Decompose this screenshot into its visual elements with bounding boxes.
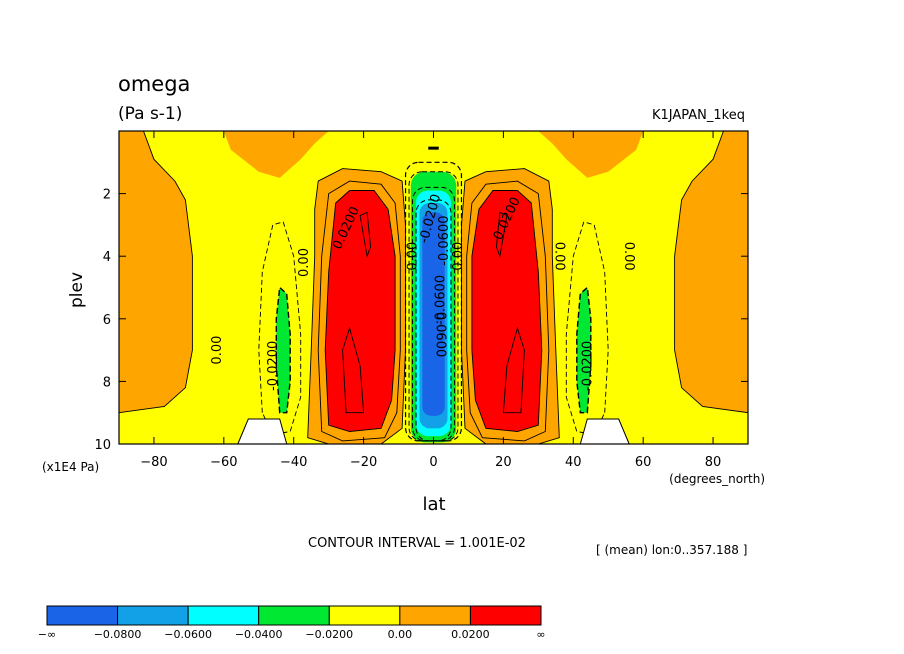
zero-contour-outer-south (118, 130, 193, 444)
contour-line-red-outer-north (466, 180, 550, 442)
contour-label-group: 0.0600 (433, 312, 448, 358)
mean-range-text: [ (mean) lon:0..357.188 ] (596, 543, 747, 557)
contour-line-red-inner-low-north (502, 326, 525, 414)
x-tick-label: −60 (210, 455, 237, 470)
contour-label: 0.0600 (433, 312, 448, 358)
contour-label: -0.0200 (580, 341, 595, 391)
contour-line-red-north (471, 190, 543, 432)
x-axis-label: lat (422, 494, 445, 515)
dashed-contour-green-south (275, 286, 291, 414)
zero-contour-outer-north (674, 130, 749, 444)
y-tick-label: 8 (103, 375, 111, 390)
colorbar-swatch (117, 605, 189, 626)
dataset-label: K1JAPAN_1keq (652, 108, 745, 123)
contour-label: 0.00 (297, 248, 312, 277)
contour-label: 0.00 (451, 242, 466, 271)
y-tick-label: 6 (103, 313, 111, 328)
colorbar-label: −0.0800 (94, 628, 142, 641)
x-tick-label: −40 (280, 455, 307, 470)
x-tick-label: 40 (565, 455, 582, 470)
contour-label: 0.00 (551, 242, 566, 271)
x-tick-label: −80 (140, 455, 167, 470)
contour-label-group: -0.0200 (266, 341, 281, 391)
chart-units: (Pa s-1) (118, 104, 182, 124)
x-tick-label: 20 (495, 455, 512, 470)
contour-label-group: 0.00 (551, 242, 566, 271)
contour-label: -0.0600 (437, 216, 452, 266)
x-tick-label: −20 (350, 455, 377, 470)
colorbar-label: 0.00 (388, 628, 413, 641)
x-tick-label: 80 (705, 455, 722, 470)
contour-line-red-inner-high-north (495, 211, 508, 258)
contour-label: -0.0600 (434, 275, 449, 325)
colorbar-label: −0.0400 (235, 628, 283, 641)
contour-line-red-outer-south (317, 180, 401, 442)
y-tick-label: 2 (103, 188, 111, 203)
colorbar-swatch (328, 605, 401, 626)
contour-line-red-south (324, 190, 396, 432)
dashed-contour-midlat-north (565, 221, 609, 436)
contour-label-group: -0.0600 (434, 275, 449, 325)
colorbar-swatch (258, 605, 330, 626)
contour-line-red-inner-high-south (359, 211, 372, 258)
dashed-contour-green-north (576, 286, 592, 414)
axes: −80 −60 −40 −20 0 20 40 60 80 2 4 6 8 10 (94, 130, 749, 470)
y-tick-label: 4 (103, 250, 111, 265)
colorbar-swatch (399, 605, 471, 626)
contour-label-group: 0.00 (210, 336, 225, 365)
contour-label-group: 0.00 (451, 242, 466, 271)
colorbar-label: 0.0200 (451, 628, 490, 641)
colorbar-swatch (187, 605, 260, 626)
dashed-contour-midlat-south (258, 221, 302, 436)
contour-label-group: 0.00 (297, 248, 312, 277)
chart-title: omega (118, 72, 190, 96)
y-axis-label: plev (67, 272, 87, 308)
contour-line-orange-south (307, 168, 406, 445)
y-axis-units: (x1E4 Pa) (42, 460, 99, 474)
x-tick-label: 0 (429, 455, 437, 470)
colorbar-swatch (469, 605, 542, 626)
contour-line-orange-north (461, 168, 560, 445)
x-axis-units: (degrees_north) (669, 472, 765, 486)
contour-fill-green-south (276, 287, 291, 413)
contour-fill-red-north (471, 190, 542, 432)
contour-label-group: 0.00 (406, 242, 421, 271)
equator-top-marker (428, 146, 439, 150)
contour-label: 0.00 (406, 242, 421, 271)
contour-fill-red-south (325, 190, 396, 432)
colorbar-label: −0.0200 (305, 628, 353, 641)
contour-interval-text: CONTOUR INTERVAL = 1.001E-02 (308, 536, 526, 551)
contour-label: -0.0200 (266, 341, 281, 391)
x-tick-label: 60 (635, 455, 652, 470)
colorbar-swatch (46, 605, 119, 626)
contour-label: 0.00 (621, 242, 636, 271)
contour-label-group: 0.00 (621, 242, 636, 271)
plot-area (118, 130, 749, 445)
contour-fill-green-north (576, 287, 591, 413)
contour-label-group: -0.0600 (437, 216, 452, 266)
dashed-contour-equator-1 (408, 171, 459, 442)
colorbar-label: ∞ (536, 628, 545, 641)
y-tick-label: 10 (94, 438, 111, 453)
colorbar-label: −∞ (38, 628, 56, 641)
colorbar: −∞ −0.0800 −0.0600 −0.0400 −0.0200 0.00 0.0200… (38, 605, 546, 641)
contour-line-red-inner-low-south (342, 326, 365, 414)
contour-fill-blue-equator (422, 212, 445, 416)
contour-label-group: -0.0200 (580, 341, 595, 391)
contour-label: 0.00 (210, 336, 225, 365)
colorbar-label: −0.0600 (164, 628, 212, 641)
dashed-contour-equator-3 (415, 199, 452, 442)
